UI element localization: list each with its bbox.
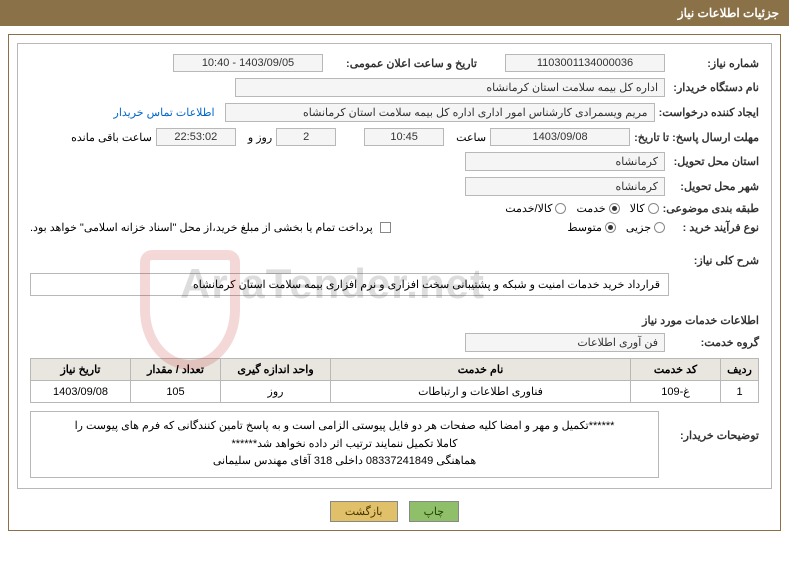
- page-header: جزئیات اطلاعات نیاز: [0, 0, 789, 26]
- payment-note-label: پرداخت تمام یا بخشی از مبلغ خرید،از محل …: [30, 221, 373, 234]
- td-row: 1: [721, 381, 759, 403]
- td-code: غ-109: [631, 381, 721, 403]
- announce-dt-field: 1403/09/05 - 10:40: [173, 54, 323, 72]
- remaining-label: ساعت باقی مانده: [71, 131, 152, 144]
- service-group-label: گروه خدمت:: [669, 336, 759, 349]
- time-left-field: 22:53:02: [156, 128, 236, 146]
- radio-both-label: کالا/خدمت: [505, 202, 552, 215]
- th-row: ردیف: [721, 359, 759, 381]
- subject-class-label: طبقه بندی موضوعی:: [663, 202, 759, 215]
- radio-dot-icon: [605, 222, 616, 233]
- buyer-org-field: اداره کل بیمه سلامت استان کرمانشاه: [235, 78, 665, 97]
- details-panel: شماره نیاز: 1103001134000036 تاریخ و ساع…: [17, 43, 772, 489]
- days-left-field: 2: [276, 128, 336, 146]
- radio-medium[interactable]: متوسط: [567, 221, 616, 234]
- subject-class-group: کالا خدمت کالا/خدمت: [505, 202, 658, 215]
- buyer-notes-line: ******تکمیل و مهر و امضا کلیه صفحات هر د…: [39, 418, 650, 436]
- th-date: تاریخ نیاز: [31, 359, 131, 381]
- requester-label: ایجاد کننده درخواست:: [659, 106, 759, 119]
- buyer-contact-link[interactable]: اطلاعات تماس خریدار: [114, 106, 215, 119]
- general-desc-label: شرح کلی نیاز:: [669, 254, 759, 267]
- radio-goods-label: کالا: [630, 202, 645, 215]
- need-no-field: 1103001134000036: [505, 54, 665, 72]
- radio-goods[interactable]: کالا: [630, 202, 659, 215]
- buyer-notes-line: کاملا تکمیل ننمایند ترتیب اثر داده نخواه…: [39, 436, 650, 454]
- td-date: 1403/09/08: [31, 381, 131, 403]
- radio-minor-label: جزیی: [626, 221, 651, 234]
- payment-checkbox[interactable]: پرداخت تمام یا بخشی از مبلغ خرید،از محل …: [30, 221, 391, 234]
- radio-dot-icon: [648, 203, 659, 214]
- th-name: نام خدمت: [331, 359, 631, 381]
- days-and-label: روز و: [248, 131, 272, 144]
- services-info-label: اطلاعات خدمات مورد نیاز: [30, 314, 759, 327]
- general-desc-text: قرارداد خرید خدمات امنیت و شبکه و پشتیبا…: [193, 279, 660, 291]
- buyer-notes-box: ******تکمیل و مهر و امضا کلیه صفحات هر د…: [30, 411, 659, 478]
- back-button[interactable]: بازگشت: [330, 501, 398, 522]
- outer-frame: شماره نیاز: 1103001134000036 تاریخ و ساع…: [8, 34, 781, 531]
- radio-service[interactable]: خدمت: [576, 202, 619, 215]
- hour-label: ساعت: [456, 131, 486, 144]
- table-row: 1 غ-109 فناوری اطلاعات و ارتباطات روز 10…: [31, 381, 759, 403]
- delivery-city-label: شهر محل تحویل:: [669, 180, 759, 193]
- announce-dt-label: تاریخ و ساعت اعلان عمومی:: [327, 57, 477, 70]
- delivery-city-field: کرمانشاه: [465, 177, 665, 196]
- radio-medium-label: متوسط: [567, 221, 602, 234]
- radio-dot-icon: [654, 222, 665, 233]
- th-qty: تعداد / مقدار: [131, 359, 221, 381]
- checkbox-icon: [380, 222, 391, 233]
- service-group-field: فن آوری اطلاعات: [465, 333, 665, 352]
- need-no-label: شماره نیاز:: [669, 57, 759, 70]
- buyer-notes-line: هماهنگی 08337241849 داخلی 318 آقای مهندس…: [39, 453, 650, 471]
- table-header-row: ردیف کد خدمت نام خدمت واحد اندازه گیری ت…: [31, 359, 759, 381]
- radio-service-label: خدمت: [576, 202, 605, 215]
- radio-both[interactable]: کالا/خدمت: [505, 202, 566, 215]
- td-unit: روز: [221, 381, 331, 403]
- delivery-province-label: استان محل تحویل:: [669, 155, 759, 168]
- purchase-type-group: جزیی متوسط: [567, 221, 665, 234]
- th-unit: واحد اندازه گیری: [221, 359, 331, 381]
- requester-field: مریم ویسمرادی کارشناس امور اداری اداره ک…: [225, 103, 655, 122]
- td-qty: 105: [131, 381, 221, 403]
- buyer-notes-label: توضیحات خریدار:: [669, 429, 759, 442]
- buyer-org-label: نام دستگاه خریدار:: [669, 81, 759, 94]
- general-desc-box: قرارداد خرید خدمات امنیت و شبکه و پشتیبا…: [30, 273, 669, 296]
- print-button[interactable]: چاپ: [409, 501, 460, 522]
- delivery-province-field: کرمانشاه: [465, 152, 665, 171]
- radio-dot-icon: [609, 203, 620, 214]
- purchase-type-label: نوع فرآیند خرید :: [669, 221, 759, 234]
- radio-minor[interactable]: جزیی: [626, 221, 665, 234]
- td-name: فناوری اطلاعات و ارتباطات: [331, 381, 631, 403]
- header-title: جزئیات اطلاعات نیاز: [678, 6, 779, 20]
- services-table: ردیف کد خدمت نام خدمت واحد اندازه گیری ت…: [30, 358, 759, 403]
- deadline-label: مهلت ارسال پاسخ: تا تاریخ:: [634, 131, 759, 144]
- deadline-hour-field: 10:45: [364, 128, 444, 146]
- deadline-date-field: 1403/09/08: [490, 128, 630, 146]
- button-row: چاپ بازگشت: [17, 501, 772, 522]
- th-code: کد خدمت: [631, 359, 721, 381]
- radio-dot-icon: [555, 203, 566, 214]
